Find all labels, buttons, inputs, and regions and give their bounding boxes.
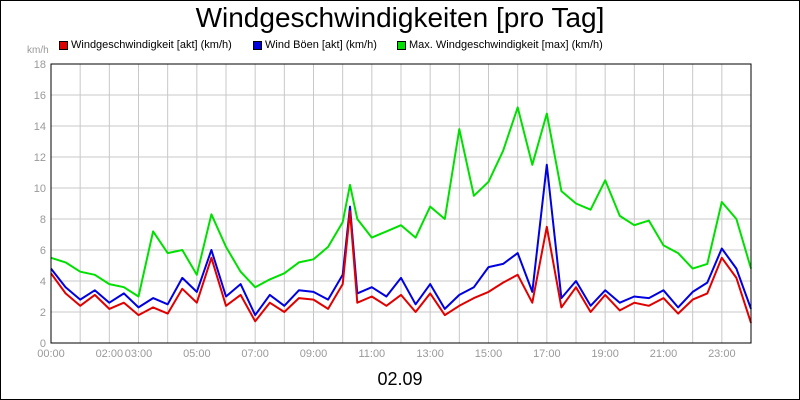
x-tick-label: 09:00 [300, 348, 328, 360]
x-tick-label: 05:00 [183, 348, 211, 360]
legend-item-gusts: Wind Böen [akt] (km/h) [253, 39, 377, 51]
legend-swatch-speed [59, 40, 68, 50]
y-tick-label: 14 [34, 121, 46, 133]
grid [50, 63, 752, 344]
y-tick-label: 12 [34, 152, 46, 164]
y-tick-label: 2 [40, 307, 46, 319]
legend-item-max: Max. Windgeschwindigkeit [max] (km/h) [397, 39, 603, 51]
y-axis-unit-label: km/h [27, 45, 49, 56]
legend-label-max: Max. Windgeschwindigkeit [max] (km/h) [409, 39, 603, 51]
y-tick-label: 6 [40, 245, 46, 257]
x-tick-label: 02:00 [96, 348, 124, 360]
x-axis-ticks: 00:00 02:00 03:00 05:00 07:00 09:00 11:00 13:00… [37, 348, 735, 360]
x-tick-label: 11:00 [358, 348, 385, 360]
legend-swatch-gusts [253, 40, 262, 50]
x-tick-label: 07:00 [241, 348, 269, 360]
x-tick-label: 19:00 [591, 348, 619, 360]
chart-title: Windgeschwindigkeiten [pro Tag] [195, 2, 605, 33]
x-tick-label: 21:00 [650, 348, 678, 360]
y-tick-label: 4 [40, 276, 46, 288]
series-line-speed [50, 210, 752, 324]
y-tick-label: 10 [34, 183, 46, 195]
legend-item-speed: Windgeschwindigkeit [akt] (km/h) [59, 39, 232, 51]
series-layer [50, 106, 752, 324]
series-line-gusts [50, 163, 752, 317]
y-tick-label: 0 [40, 338, 46, 350]
x-tick-label: 23:00 [708, 348, 736, 360]
plot-border [50, 63, 752, 344]
series-line-max [50, 106, 752, 298]
x-tick-label: 13:00 [416, 348, 444, 360]
legend-label-speed: Windgeschwindigkeit [akt] (km/h) [71, 39, 232, 51]
y-axis-ticks: 0 2 4 6 8 10 12 14 16 18 [34, 59, 46, 350]
legend-label-gusts: Wind Böen [akt] (km/h) [265, 39, 377, 51]
x-tick-label: 03:00 [125, 348, 153, 360]
y-tick-label: 18 [34, 59, 46, 71]
x-tick-label: 00:00 [37, 348, 65, 360]
y-tick-label: 16 [34, 90, 46, 102]
legend-swatch-max [397, 40, 406, 50]
x-tick-label: 15:00 [475, 348, 503, 360]
x-tick-label: 17:00 [533, 348, 561, 360]
y-tick-label: 8 [40, 214, 46, 226]
date-label: 02.09 [377, 369, 423, 389]
